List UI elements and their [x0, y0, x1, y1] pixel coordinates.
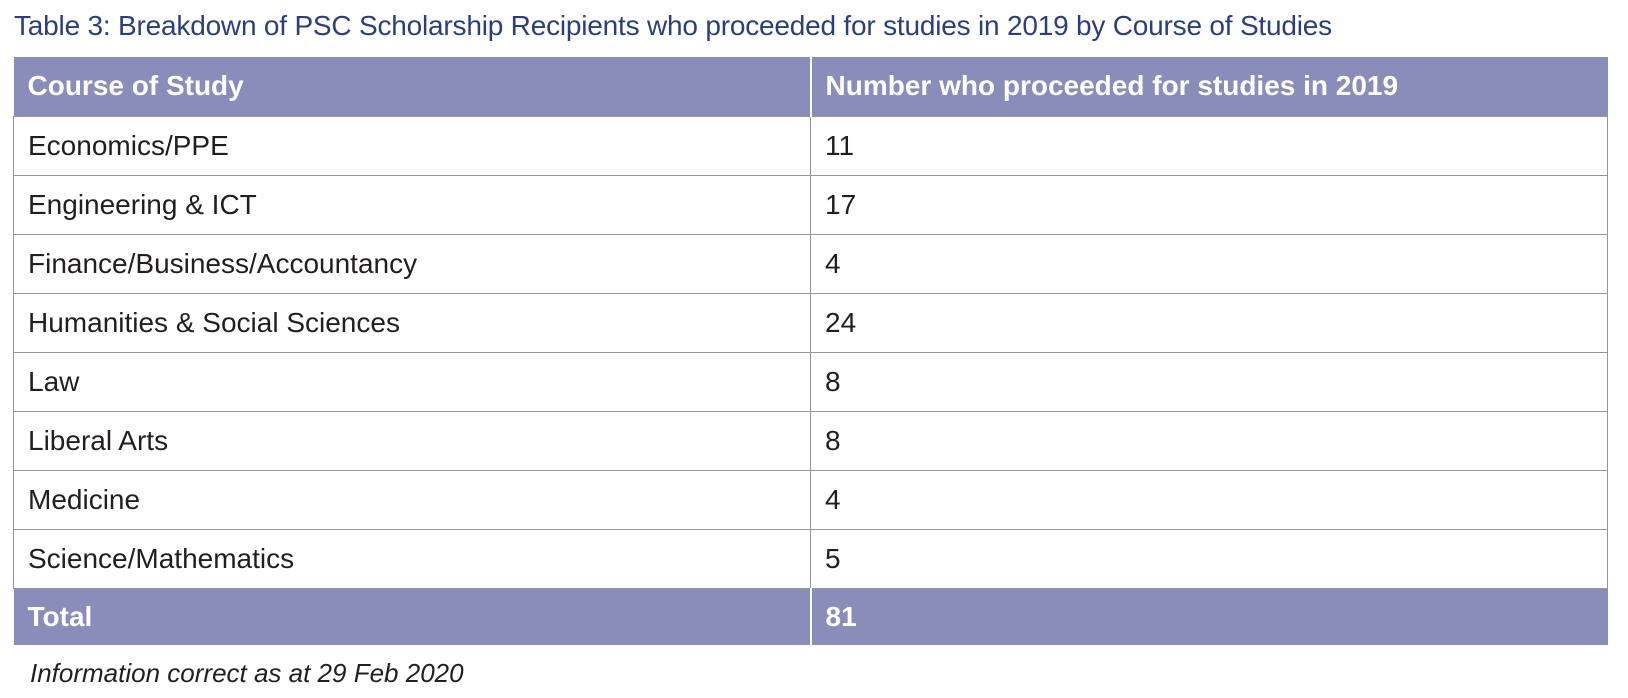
table-total-row: Total 81 — [13, 588, 1608, 645]
course-cell: Liberal Arts — [13, 410, 811, 471]
count-cell: 24 — [810, 292, 1608, 353]
course-cell: Engineering & ICT — [13, 174, 811, 235]
table-row: Science/Mathematics 5 — [13, 528, 1608, 589]
total-label-cell: Total — [13, 588, 811, 645]
course-cell: Medicine — [13, 469, 811, 530]
count-cell: 8 — [810, 410, 1608, 471]
column-header-course-of-study: Course of Study — [13, 57, 811, 116]
count-cell: 5 — [810, 528, 1608, 589]
table-row: Humanities & Social Sciences 24 — [13, 292, 1608, 353]
course-cell: Humanities & Social Sciences — [13, 292, 811, 353]
table-row: Finance/Business/Accountancy 4 — [13, 233, 1608, 294]
footnote: Information correct as at 29 Feb 2020 — [30, 658, 464, 688]
course-cell: Science/Mathematics — [13, 528, 811, 589]
scholarship-breakdown-table: Course of Study Number who proceeded for… — [13, 57, 1608, 645]
course-cell: Finance/Business/Accountancy — [13, 233, 811, 294]
table-row: Liberal Arts 8 — [13, 410, 1608, 471]
table-row: Medicine 4 — [13, 469, 1608, 530]
course-cell: Law — [13, 351, 811, 412]
count-cell: 11 — [810, 115, 1608, 176]
count-cell: 8 — [810, 351, 1608, 412]
count-cell: 4 — [810, 469, 1608, 530]
course-cell: Economics/PPE — [13, 115, 811, 176]
document-page: Table 3: Breakdown of PSC Scholarship Re… — [0, 10, 1628, 698]
column-header-number-proceeded: Number who proceeded for studies in 2019 — [809, 57, 1608, 116]
count-cell: 4 — [810, 233, 1608, 294]
table-header-row: Course of Study Number who proceeded for… — [13, 57, 1608, 116]
table-row: Law 8 — [13, 351, 1608, 412]
table-row: Engineering & ICT 17 — [13, 174, 1608, 235]
table-title: Table 3: Breakdown of PSC Scholarship Re… — [14, 10, 1332, 41]
total-count-cell: 81 — [809, 588, 1608, 645]
table-row: Economics/PPE 11 — [13, 115, 1608, 176]
count-cell: 17 — [810, 174, 1608, 235]
